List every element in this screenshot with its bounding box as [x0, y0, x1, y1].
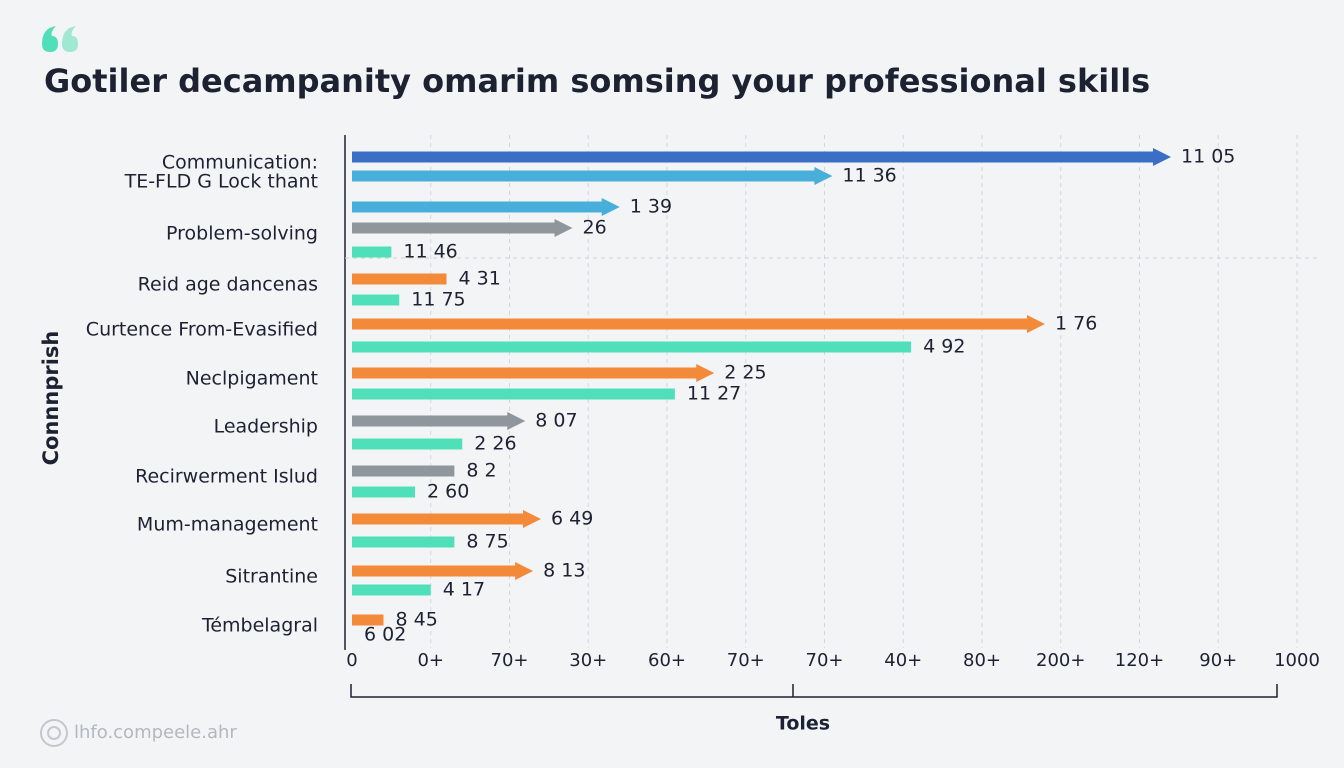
x-tick-label: 60+ — [648, 650, 686, 671]
value-label: 1 39 — [630, 196, 672, 218]
value-label: 11 05 — [1181, 146, 1235, 168]
x-tick-label: 0 — [346, 650, 357, 671]
category-label: Communication: — [162, 152, 318, 174]
bar — [352, 614, 384, 626]
bar — [352, 341, 912, 353]
value-label: 2 26 — [474, 433, 516, 455]
value-label: 26 — [583, 217, 607, 239]
value-label: 2 60 — [427, 481, 469, 503]
x-tick-label: 30+ — [569, 650, 607, 671]
category-label: Reid age dancenas — [138, 274, 318, 296]
value-label: 1 76 — [1055, 313, 1097, 335]
x-tick-label: 1000 — [1274, 650, 1320, 671]
bar — [352, 438, 463, 450]
x-tick-label: 70+ — [491, 650, 529, 671]
category-label: Curtence From-Evasified — [86, 319, 318, 341]
bar — [352, 219, 573, 237]
bar — [352, 536, 455, 548]
category-label: Neclpigament — [186, 368, 318, 390]
bar — [352, 465, 455, 477]
bar — [352, 412, 526, 430]
bar — [352, 388, 675, 400]
x-tick-label: 0+ — [417, 650, 444, 671]
value-label: 6 02 — [364, 624, 406, 646]
bar — [352, 273, 447, 285]
x-tick-label: 200+ — [1036, 650, 1085, 671]
bar — [352, 198, 620, 216]
bar — [352, 562, 534, 580]
footer: lhfo.compeele.ahr — [40, 719, 237, 747]
bar — [352, 246, 392, 258]
value-label: 11 75 — [411, 289, 465, 311]
category-label: Témbelagral — [201, 615, 318, 637]
bar — [352, 148, 1171, 166]
category-label: Mum-management — [137, 514, 318, 536]
category-label: Sitrantine — [225, 566, 318, 588]
x-tick-label: 70+ — [806, 650, 844, 671]
chart-title: Gotiler decampanity omarim somsing your … — [44, 62, 1150, 100]
x-tick-label: 70+ — [727, 650, 765, 671]
x-axis-label: Toles — [776, 713, 830, 735]
x-tick-label: 80+ — [963, 650, 1001, 671]
value-label: 11 27 — [687, 383, 741, 405]
bar — [352, 486, 415, 498]
value-label: 8 75 — [466, 531, 508, 553]
value-label: 8 13 — [543, 560, 585, 582]
x-tick-label: 90+ — [1199, 650, 1237, 671]
value-label: 4 17 — [443, 579, 485, 601]
value-label: 11 46 — [403, 241, 457, 263]
category-label: Problem-solving — [166, 223, 318, 245]
logo — [42, 26, 78, 52]
y-axis-label: Connnprish — [39, 331, 63, 466]
footer-text: lhfo.compeele.ahr — [74, 722, 237, 743]
value-label: 11 36 — [842, 165, 896, 187]
x-bracket — [350, 684, 1278, 698]
x-tick-label: 120+ — [1115, 650, 1164, 671]
x-tick-label: 40+ — [884, 650, 922, 671]
bar — [352, 315, 1045, 333]
value-label: 8 07 — [535, 410, 577, 432]
value-label: 8 45 — [396, 609, 438, 631]
value-label: 4 92 — [923, 336, 965, 358]
bar — [352, 167, 833, 185]
category-label: Recirwerment Islud — [135, 466, 318, 488]
value-label: 4 31 — [459, 268, 501, 290]
bar — [352, 364, 715, 382]
category-label: Leadership — [214, 416, 318, 438]
category-label: TE-FLD G Lock thant — [124, 171, 318, 193]
value-label: 8 2 — [466, 460, 496, 482]
bar — [352, 510, 541, 528]
bar — [352, 294, 400, 306]
value-label: 6 49 — [551, 508, 593, 530]
bar — [352, 584, 431, 596]
value-label: 2 25 — [724, 362, 766, 384]
